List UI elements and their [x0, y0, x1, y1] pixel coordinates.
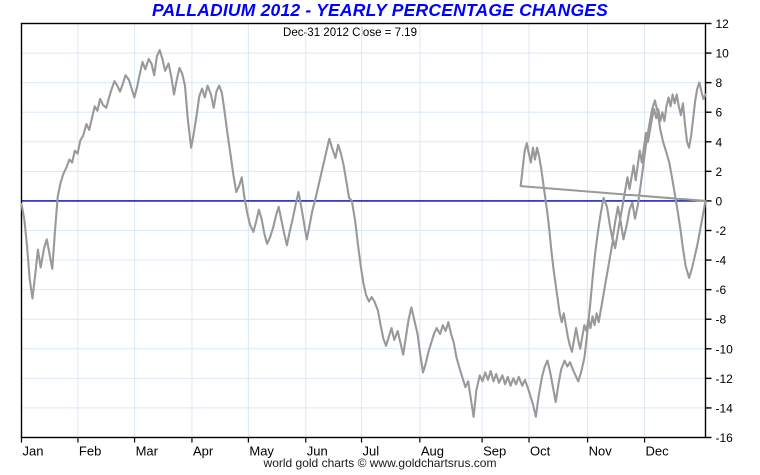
y-tick-label: -14 [716, 401, 734, 415]
y-tick-label: -4 [716, 254, 727, 268]
x-tick-label: Mar [136, 444, 159, 459]
y-axis-ticks [705, 22, 712, 439]
y-tick-label: 12 [716, 17, 730, 31]
data-series-line [20, 49, 707, 418]
y-tick-label: 4 [716, 135, 723, 149]
x-tick-label: Jul [363, 444, 380, 459]
y-tick-label: -2 [716, 224, 727, 238]
y-tick-label: -16 [716, 431, 734, 445]
y-tick-label: 2 [716, 165, 723, 179]
y-tick-label: 0 [716, 194, 723, 208]
x-axis-ticks [20, 437, 646, 443]
grid-lines [21, 52, 706, 409]
x-tick-label: May [249, 444, 274, 459]
y-tick-label: 8 [716, 76, 723, 90]
x-grid-lines [77, 23, 646, 438]
series-line [20, 49, 707, 418]
x-tick-label: Nov [589, 444, 613, 459]
y-tick-label: -12 [716, 372, 734, 386]
x-tick-label: Aug [421, 444, 444, 459]
x-tick-label: Oct [530, 444, 551, 459]
x-tick-label: Jun [307, 444, 328, 459]
y-tick-label: -10 [716, 342, 734, 356]
y-tick-label: -6 [716, 283, 727, 297]
x-tick-label: Dec [646, 444, 670, 459]
x-tick-label: Apr [193, 444, 214, 459]
y-tick-label: -8 [716, 313, 727, 327]
chart-footer-attribution: world gold charts © www.goldchartsrus.co… [263, 456, 497, 470]
y-axis-labels: 12 10 8 6 4 2 0 -2 -4 -6 -8 -10 -12 -14 -16 [716, 17, 734, 445]
y-tick-label: 6 [716, 106, 723, 120]
x-tick-label: Sep [483, 444, 506, 459]
y-tick-label: 10 [716, 47, 730, 61]
chart-title: PALLADIUM 2012 - YEARLY PERCENTAGE CHANG… [151, 0, 609, 20]
x-tick-label: Feb [79, 444, 101, 459]
x-axis-labels: Jan Feb Mar Apr May Jun Jul Aug Sep Oct Nov Dec [23, 444, 670, 459]
chart-subtitle: Dec-31 2012 Close = 7.19 [283, 27, 417, 39]
x-tick-label: Jan [23, 444, 44, 459]
